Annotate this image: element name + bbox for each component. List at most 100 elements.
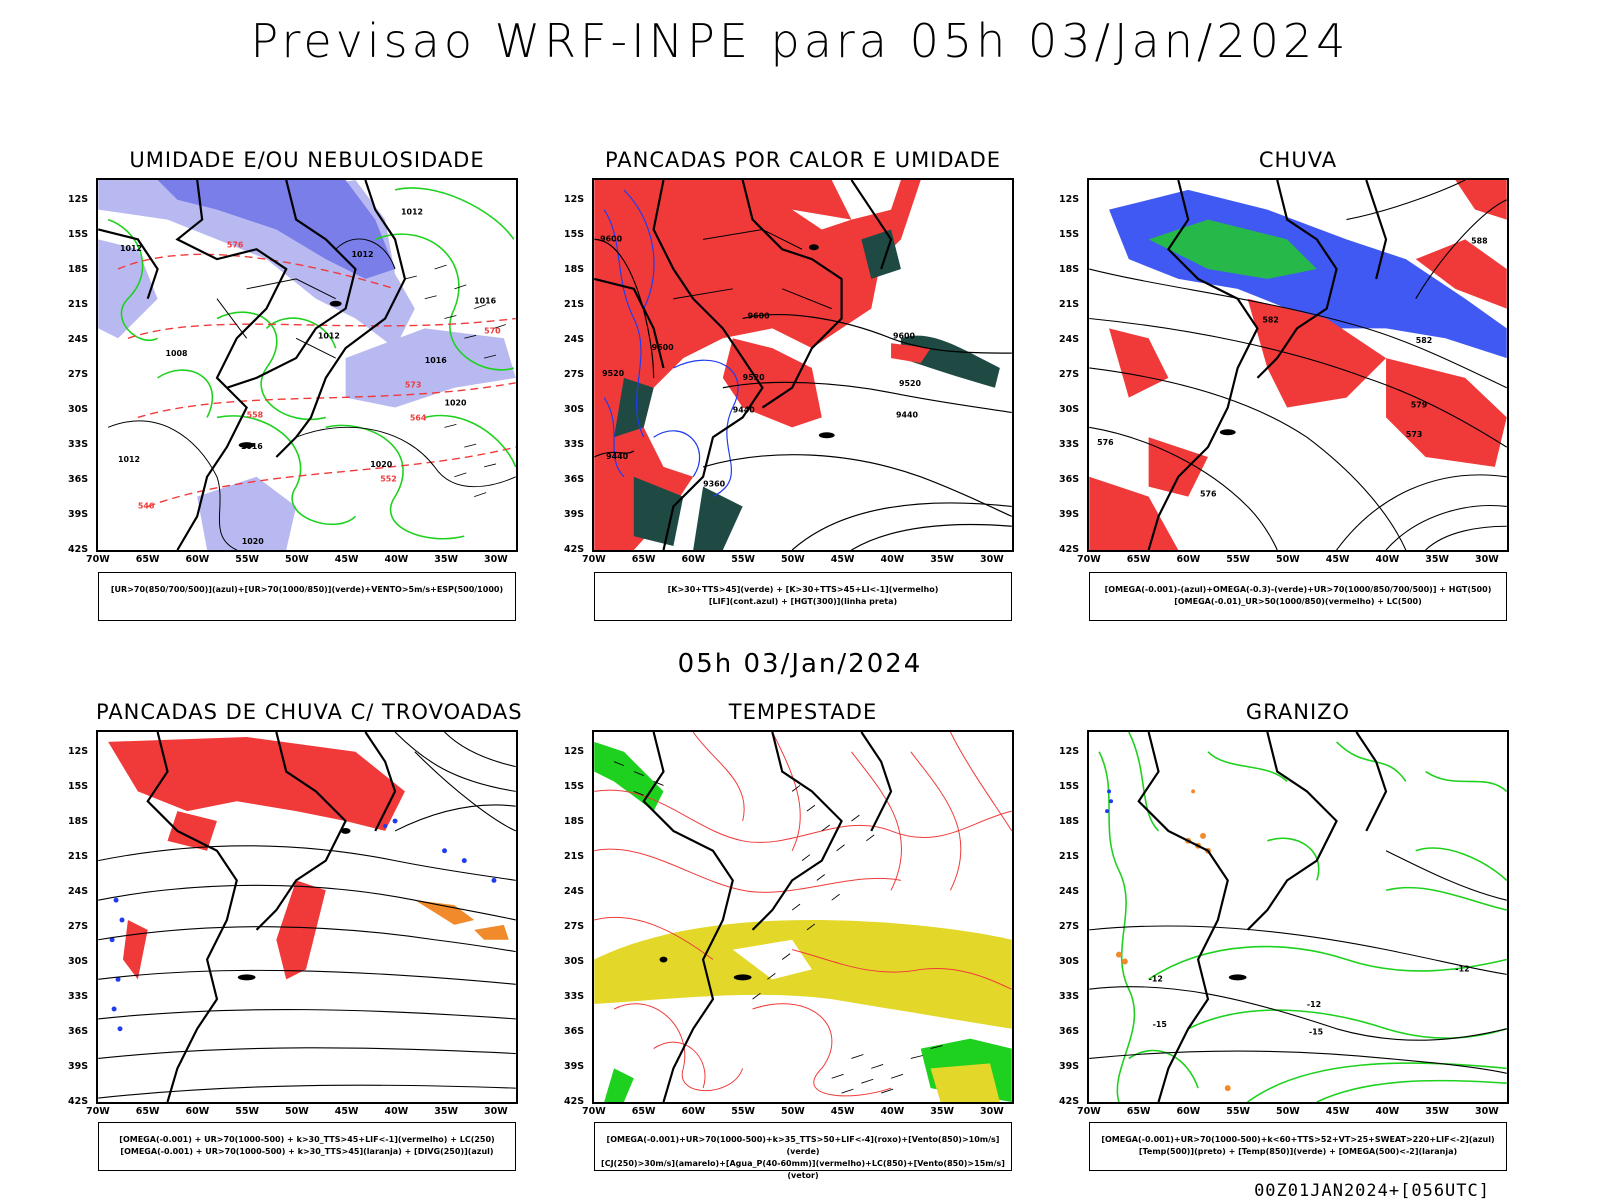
map-pancadas-calor[interactable]: 9600 9600 9520 9440 9600 9600 9520 9520 … [592, 178, 1014, 552]
svg-text:576: 576 [227, 240, 244, 249]
lon-tick-label: 65W [1126, 554, 1151, 565]
lon-tick-label: 35W [930, 554, 954, 565]
svg-text:558: 558 [247, 410, 264, 419]
legend-umidade: [UR>70(850/700/500)](azul)+[UR>70(1000/8… [98, 572, 516, 621]
lon-tick-label: 65W [1126, 1106, 1151, 1117]
lat-tick-label: 33S [68, 439, 89, 450]
lat-tick-label: 27S [1059, 921, 1080, 932]
lon-tick-label: 45W [830, 1106, 855, 1117]
lon-tick-label: 40W [880, 554, 905, 565]
lat-tick-label: 39S [68, 1061, 89, 1072]
lat-tick-label: 12S [1059, 194, 1080, 205]
lon-tick-label: 30W [484, 554, 508, 565]
svg-text:1012: 1012 [118, 455, 140, 464]
legend-granizo: [OMEGA(-0.001)+UR>70(1000-500)+k<60+TTS>… [1089, 1122, 1507, 1171]
lat-tick-label: 12S [68, 746, 89, 757]
lon-tick-label: 50W [1276, 1106, 1300, 1117]
svg-text:1020: 1020 [242, 537, 265, 546]
svg-text:1012: 1012 [352, 250, 374, 259]
svg-text:582: 582 [1416, 336, 1433, 345]
lat-tick-label: 42S [68, 544, 89, 555]
lon-tick-label: 40W [384, 1106, 409, 1117]
svg-text:-15: -15 [1309, 1028, 1323, 1037]
lat-tick-label: 27S [68, 369, 89, 380]
svg-text:1020: 1020 [445, 399, 468, 408]
lat-tick-label: 24S [1059, 886, 1080, 897]
lon-tick-label: 55W [1226, 554, 1250, 565]
lon-tick-label: 55W [731, 554, 755, 565]
lat-tick-label: 18S [68, 264, 89, 275]
map-pancadas-trovoadas[interactable] [96, 730, 518, 1104]
svg-text:9440: 9440 [606, 452, 629, 461]
lat-tick-label: 36S [1059, 474, 1080, 485]
lat-tick-label: 21S [1059, 851, 1080, 862]
lon-tick-label: 70W [582, 1106, 606, 1117]
svg-text:-12: -12 [1149, 974, 1163, 983]
lon-tick-label: 45W [1325, 1106, 1350, 1117]
lon-tick-label: 60W [185, 554, 210, 565]
lat-tick-label: 15S [68, 781, 89, 792]
lat-tick-label: 27S [1059, 369, 1080, 380]
map-chuva[interactable]: 588 582 579 573 576 576 582 [1087, 178, 1509, 552]
lat-tick-label: 30S [564, 404, 585, 415]
run-timestamp: 00Z01JAN2024+[056UTC] [1254, 1181, 1490, 1201]
lat-tick-label: 42S [564, 1096, 585, 1107]
lat-tick-label: 33S [564, 439, 585, 450]
lat-tick-label: 33S [68, 991, 89, 1002]
page-title: Previsao WRF-INPE para 05h 03/Jan/2024 [250, 14, 1350, 68]
lon-tick-label: 40W [384, 554, 409, 565]
map-tempestade[interactable] [592, 730, 1014, 1104]
lat-tick-label: 39S [68, 509, 89, 520]
lat-tick-label: 30S [1059, 404, 1080, 415]
svg-text:579: 579 [1411, 401, 1428, 410]
lat-tick-label: 12S [1059, 746, 1080, 757]
map-tempestade-graphic [594, 732, 1012, 1102]
lon-tick-label: 55W [1226, 1106, 1250, 1117]
lat-tick-label: 39S [564, 509, 585, 520]
svg-text:1012: 1012 [318, 331, 340, 340]
svg-text:573: 573 [405, 381, 422, 390]
lon-tick-label: 50W [1276, 554, 1300, 565]
lon-tick-label: 55W [235, 1106, 259, 1117]
lon-tick-label: 60W [1176, 1106, 1201, 1117]
svg-text:1008: 1008 [166, 349, 189, 358]
svg-text:9520: 9520 [743, 373, 766, 382]
svg-text:-12: -12 [1307, 1000, 1321, 1009]
lat-tick-label: 12S [68, 194, 89, 205]
map-pancadas-calor-graphic: 9600 9600 9520 9440 9600 9600 9520 9520 … [594, 180, 1012, 550]
lat-tick-label: 27S [68, 921, 89, 932]
lat-tick-label: 42S [1059, 1096, 1080, 1107]
lon-tick-label: 70W [582, 554, 606, 565]
lon-tick-label: 55W [235, 554, 259, 565]
map-granizo-graphic: -12 -12 -12 -15 -15 [1089, 732, 1507, 1102]
lat-tick-label: 27S [564, 921, 585, 932]
lon-tick-label: 30W [1475, 1106, 1499, 1117]
lat-tick-label: 21S [68, 299, 89, 310]
lon-tick-label: 70W [1077, 554, 1101, 565]
map-chuva-graphic: 588 582 579 573 576 576 582 [1089, 180, 1507, 550]
lat-tick-label: 36S [68, 474, 89, 485]
svg-text:552: 552 [380, 475, 397, 484]
svg-text:1016: 1016 [425, 356, 448, 365]
lon-tick-label: 65W [135, 1106, 160, 1117]
map-umidade-graphic: 1012 1012 1012 1016 1016 1020 1012 1016 … [98, 180, 516, 550]
lon-tick-label: 50W [285, 554, 309, 565]
svg-text:570: 570 [484, 326, 501, 335]
svg-text:9600: 9600 [893, 331, 916, 340]
lat-tick-label: 24S [68, 886, 89, 897]
lon-tick-label: 30W [980, 554, 1004, 565]
map-granizo[interactable]: -12 -12 -12 -15 -15 [1087, 730, 1509, 1104]
lon-tick-label: 50W [781, 1106, 805, 1117]
svg-text:9600: 9600 [652, 343, 675, 352]
lon-tick-label: 70W [86, 1106, 110, 1117]
lon-tick-label: 65W [631, 1106, 656, 1117]
lat-tick-label: 15S [1059, 229, 1080, 240]
lat-tick-label: 27S [564, 369, 585, 380]
svg-text:576: 576 [1097, 438, 1114, 447]
map-pancadas-trovoadas-graphic [98, 732, 516, 1102]
lat-tick-label: 42S [1059, 544, 1080, 555]
svg-text:-12: -12 [1455, 964, 1469, 973]
lat-tick-label: 18S [564, 816, 585, 827]
lon-tick-label: 60W [681, 554, 706, 565]
map-umidade[interactable]: 1012 1012 1012 1016 1016 1020 1012 1016 … [96, 178, 518, 552]
